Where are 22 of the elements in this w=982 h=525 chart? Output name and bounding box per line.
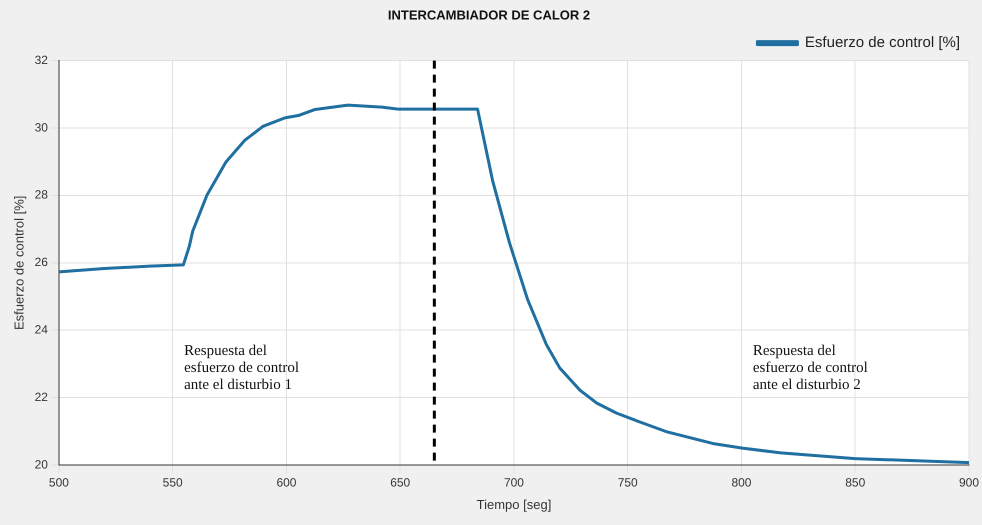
annotation: Respuesta del esfuerzo de control ante el disturbio 1 — [184, 343, 300, 394]
x-tick-label: 550 — [162, 476, 184, 490]
legend-label: Esfuerzo de control [%] — [804, 34, 960, 52]
x-tick-label: 600 — [276, 476, 297, 490]
y-tick-label: 28 — [34, 188, 48, 202]
y-tick-label: 32 — [34, 52, 48, 67]
y-tick-label: 24 — [34, 322, 48, 337]
x-tick-label: 800 — [731, 476, 752, 490]
y-axis-title: Esfuerzo de control [%] — [11, 196, 26, 330]
y-tick-label: 22 — [34, 390, 48, 404]
x-tick-label: 500 — [48, 476, 70, 490]
x-tick-label: 900 — [958, 476, 980, 490]
x-tick-label: 650 — [390, 476, 411, 490]
y-tick-label: 20 — [34, 457, 48, 472]
x-axis-title: Tiempo [seg] — [476, 496, 552, 512]
x-tick-label: 700 — [504, 476, 524, 490]
x-tick-label: 750 — [618, 476, 638, 490]
y-tick-label: 30 — [34, 120, 48, 134]
x-tick-label: 850 — [845, 476, 866, 490]
annotation: Respuesta del esfuerzo de control ante el disturbio 2 — [752, 343, 868, 394]
chart-title: INTERCAMBIADOR DE CALOR 2 — [388, 7, 590, 22]
y-tick-label: 26 — [34, 255, 48, 270]
